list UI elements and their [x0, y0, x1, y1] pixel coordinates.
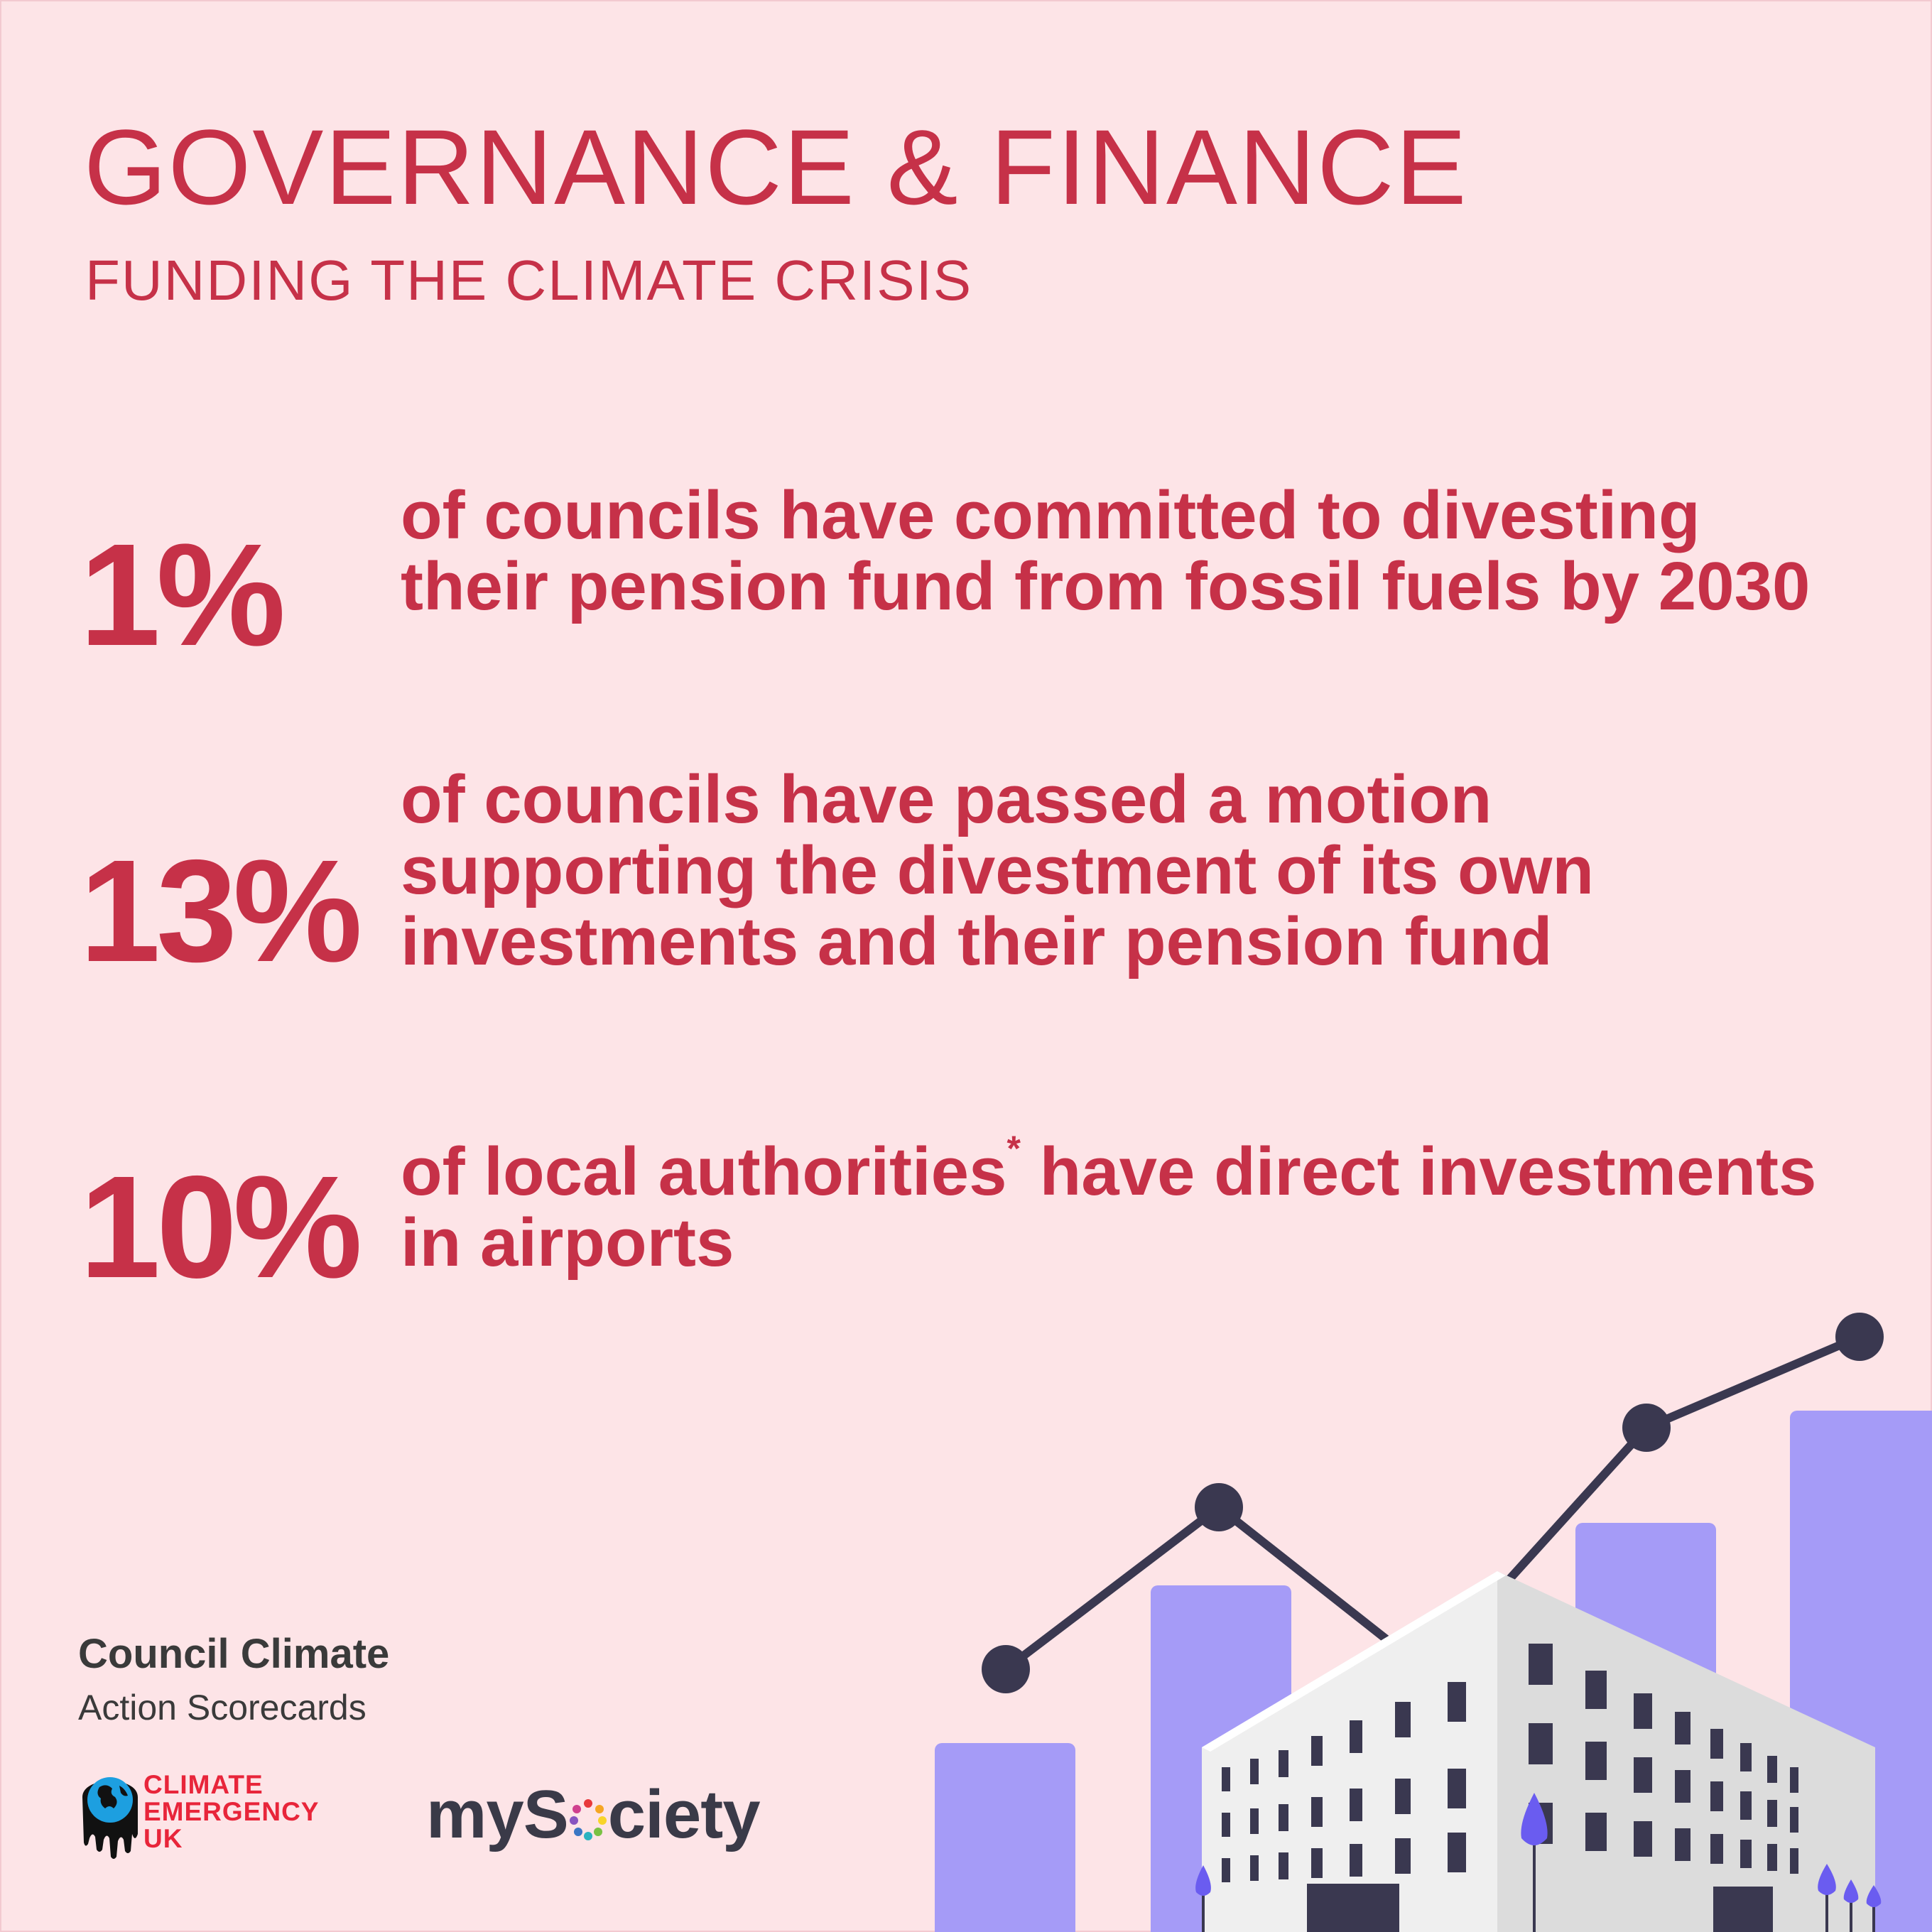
ceuk-line-1: CLIMATE — [143, 1770, 264, 1799]
footnote-marker: * — [1006, 1129, 1021, 1168]
mysociety-dots-icon — [569, 1799, 607, 1840]
stat-text-airport-before: of local authorities — [401, 1134, 1007, 1210]
mysociety-text-a: myS — [426, 1776, 569, 1852]
tree-icon — [1195, 1793, 1882, 1932]
ceuk-line-3: UK — [143, 1824, 183, 1853]
building — [1202, 1571, 1875, 1932]
page-title: GOVERNANCE & FINANCE — [84, 107, 1468, 227]
ceuk-line-2: EMERGENCY — [143, 1797, 320, 1826]
stat-text-pension-commitment: of councils have committed to divesting … — [401, 477, 1811, 624]
scorecards-title: Council Climate — [78, 1631, 390, 1677]
stat-value-divestment-motion: 13% — [80, 830, 362, 992]
building-illustration — [935, 1313, 1932, 1932]
stat-value-airport-investments: 10% — [80, 1146, 362, 1308]
globe-icon — [82, 1777, 138, 1859]
stat-value-pension-commitment: 1% — [80, 514, 286, 676]
trend-line-icon — [982, 1313, 1884, 1693]
stat-text-airport-investments: of local authorities* have direct invest… — [401, 1131, 1821, 1281]
mysociety-text-b: ciety — [607, 1776, 761, 1852]
mysociety-logo: myS ciety — [426, 1776, 761, 1854]
climate-emergency-uk-logo: CLIMATE EMERGENCY UK — [78, 1769, 334, 1861]
scorecards-subtitle: Action Scorecards — [78, 1688, 367, 1727]
page-subtitle: FUNDING THE CLIMATE CRISIS — [85, 249, 973, 312]
chart-bar-1 — [935, 1743, 1075, 1932]
stat-text-divestment-motion: of councils have passed a motion support… — [401, 761, 1594, 979]
stat-text-airport-after: have direct investments in airports — [401, 1134, 1817, 1281]
